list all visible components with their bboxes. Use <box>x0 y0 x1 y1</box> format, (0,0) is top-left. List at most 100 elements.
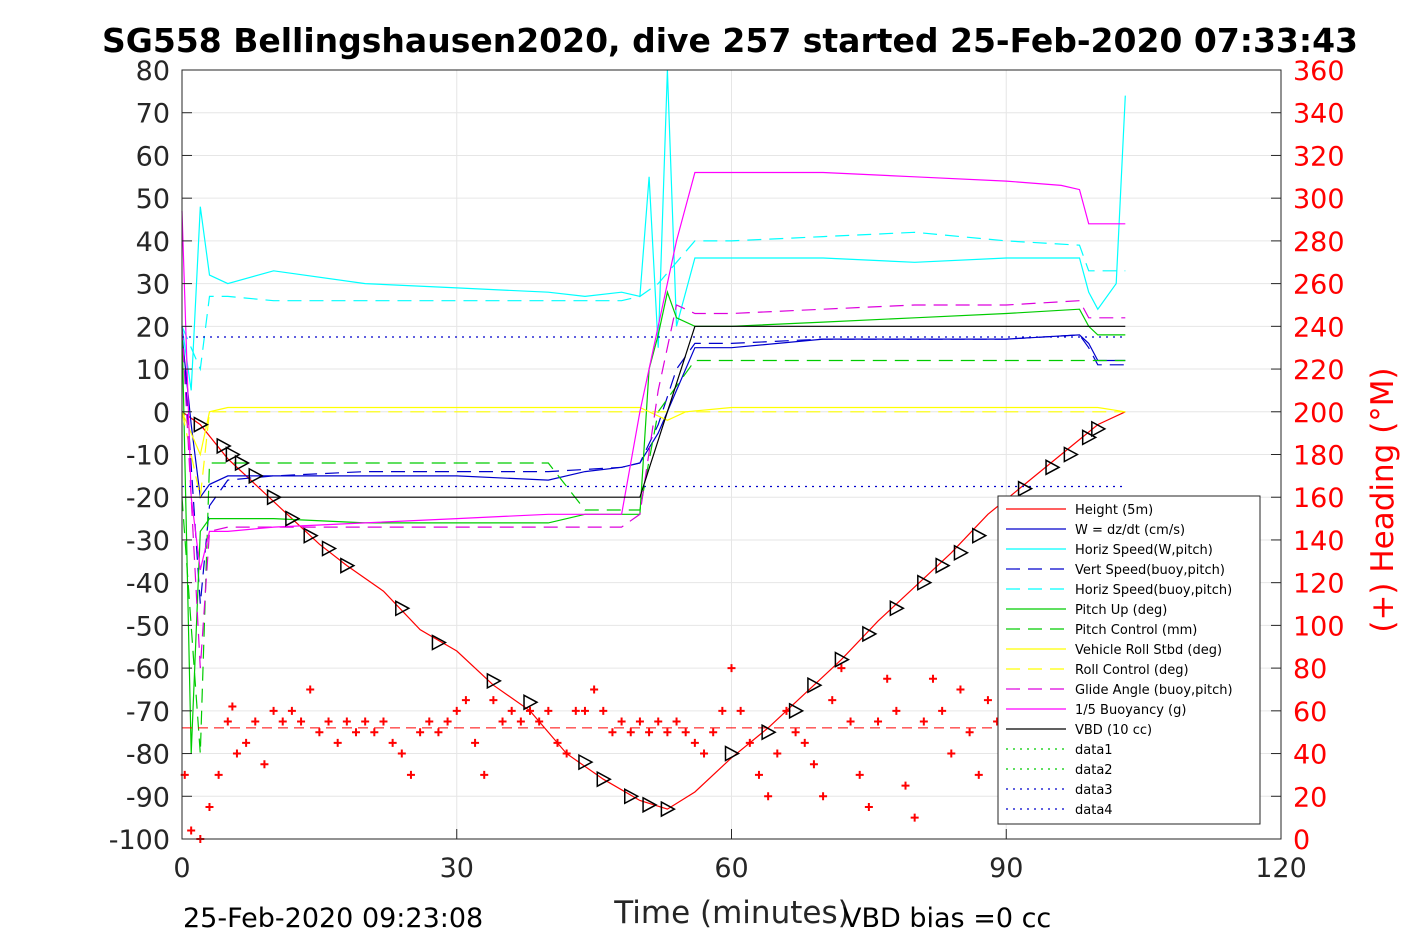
y2-tick-label: 40 <box>1293 740 1327 771</box>
legend-label: data4 <box>1075 803 1113 818</box>
legend: Height (5m) W = dz/dt (cm/s) Horiz Speed(W… <box>997 495 1261 825</box>
heading-point <box>507 706 516 715</box>
heading-point <box>754 770 763 779</box>
heading-point <box>983 696 992 705</box>
dive-marker <box>340 557 356 574</box>
heading-point <box>626 728 635 737</box>
x-tick-label: 90 <box>989 853 1023 884</box>
heading-point <box>901 781 910 790</box>
heading-point <box>956 685 965 694</box>
dive-marker <box>193 416 209 433</box>
heading-point <box>269 706 278 715</box>
x-tick-label: 60 <box>714 853 748 884</box>
heading-point <box>709 728 718 737</box>
heading-point <box>370 728 379 737</box>
y-tick-label: 70 <box>136 99 170 130</box>
heading-point <box>443 717 452 726</box>
heading-point <box>645 728 654 737</box>
dive-marker <box>303 527 319 544</box>
heading-point <box>580 706 589 715</box>
legend-label: W = dz/dt (cm/s) <box>1075 523 1185 538</box>
heading-point <box>791 728 800 737</box>
y-tick-label: 10 <box>136 355 170 386</box>
y-tick-label: -30 <box>126 526 170 557</box>
heading-point <box>452 706 461 715</box>
heading-point <box>352 728 361 737</box>
series-line-7 <box>181 406 1126 457</box>
dive-marker <box>834 651 850 668</box>
series-line-11 <box>182 325 1126 498</box>
heading-point <box>461 696 470 705</box>
heading-point <box>965 728 974 737</box>
y-tick-label: -70 <box>126 697 170 728</box>
dive-marker <box>248 467 264 485</box>
y2-axis-label: (+) Heading (°M) <box>1365 367 1401 632</box>
dive-marker <box>889 600 905 617</box>
dive-marker <box>596 770 612 788</box>
heading-point <box>974 770 983 779</box>
legend-label: data2 <box>1075 763 1113 778</box>
series-line-4 <box>181 231 1126 372</box>
heading-point <box>260 760 269 769</box>
x-tick-label: 120 <box>1255 853 1307 884</box>
y2-tick-label: 220 <box>1293 355 1345 386</box>
dive-marker <box>1045 459 1061 476</box>
legend-label: data3 <box>1075 783 1113 798</box>
heading-point <box>828 696 837 705</box>
y-tick-label: -10 <box>126 441 170 472</box>
dive-marker <box>578 753 594 771</box>
heading-point <box>228 702 237 711</box>
x-tick-label: 30 <box>440 853 474 884</box>
y2-tick-label: 120 <box>1293 569 1345 600</box>
heading-point <box>553 738 562 747</box>
chart-title: SG558 Bellingshausen2020, dive 257 start… <box>102 21 1358 60</box>
dive-marker <box>225 446 241 463</box>
heading-point <box>864 802 873 811</box>
y2-tick-label: 160 <box>1293 483 1345 514</box>
dive-marker <box>953 544 970 562</box>
heading-point <box>672 717 681 726</box>
y-tick-label: -90 <box>126 782 170 813</box>
y2-tick-label: 60 <box>1293 697 1327 728</box>
heading-point <box>379 717 388 726</box>
y2-tick-label: 20 <box>1293 782 1327 813</box>
y2-tick-label: 240 <box>1293 312 1345 343</box>
dive-marker <box>431 634 448 651</box>
heading-point <box>608 728 617 737</box>
series-line-0 <box>181 411 1126 810</box>
y-tick-label: -80 <box>126 740 170 771</box>
legend-label: Horiz Speed(W,pitch) <box>1075 543 1213 558</box>
heading-point <box>773 749 782 758</box>
heading-point <box>892 706 901 715</box>
heading-point <box>846 717 855 726</box>
y-tick-label: -60 <box>126 654 170 685</box>
series-line-3 <box>181 326 1126 605</box>
heading-point <box>526 706 535 715</box>
dive-marker <box>788 702 805 720</box>
heading-point <box>232 749 241 758</box>
heading-point <box>947 749 956 758</box>
heading-point <box>205 802 214 811</box>
heading-point <box>306 685 315 694</box>
heading-point <box>571 706 580 715</box>
heading-point <box>278 717 287 726</box>
heading-point <box>242 738 251 747</box>
dive-marker <box>1063 446 1079 463</box>
heading-point <box>919 717 928 726</box>
heading-point <box>315 728 324 737</box>
dive-marker <box>917 574 933 591</box>
heading-point <box>617 717 626 726</box>
heading-point <box>681 728 690 737</box>
y2-axis-ticks: 3603403203002802602402202001801601401201… <box>1271 56 1345 856</box>
dive-marker <box>216 437 232 455</box>
legend-label: data1 <box>1075 743 1113 758</box>
y-tick-label: 60 <box>136 141 170 172</box>
legend-label: Roll Control (deg) <box>1075 663 1189 678</box>
y2-tick-label: 360 <box>1293 56 1345 87</box>
y2-tick-label: 200 <box>1293 398 1345 429</box>
series-line-2 <box>181 69 1126 391</box>
dive-marker <box>935 557 951 574</box>
legend-label: VBD (10 cc) <box>1075 723 1152 738</box>
heading-point <box>562 749 571 758</box>
